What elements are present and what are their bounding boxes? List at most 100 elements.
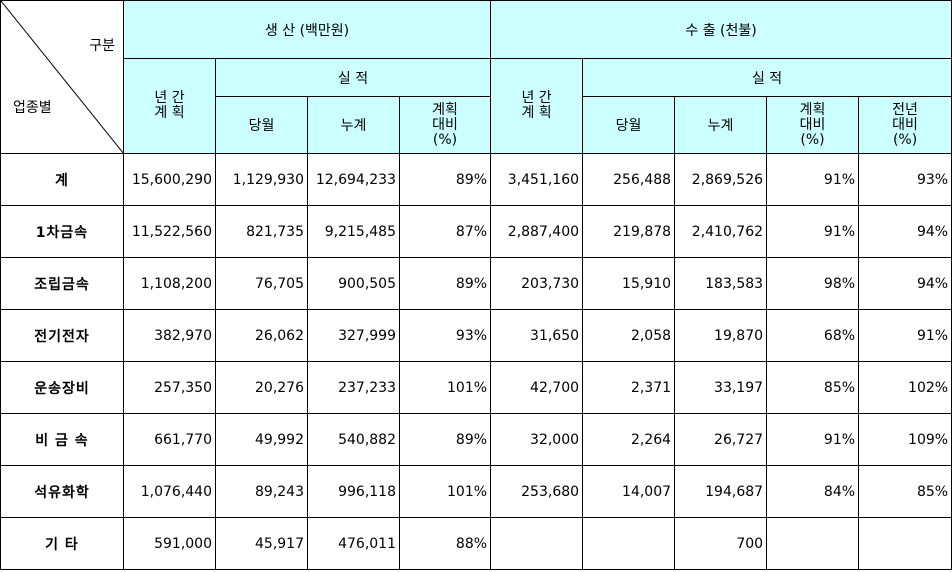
production-this-month-cell: 26,062 bbox=[215, 309, 308, 362]
table-body: 계 15,600,290 1,129,930 12,694,233 89% 3,451,1… bbox=[0, 153, 952, 570]
table-row: 운송장비 257,350 20,276 237,233 101% 42,700 2,371 3… bbox=[0, 361, 952, 414]
production-vs-plan-cell: 101% bbox=[398, 465, 492, 518]
export-cumulative-cell: 2,869,526 bbox=[674, 153, 768, 206]
production-annual-plan-cell: 382,970 bbox=[123, 309, 216, 362]
export-vs-plan-cell: 91% bbox=[766, 153, 860, 206]
row-label: 비 금 속 bbox=[0, 413, 124, 466]
table-row: 계 15,600,290 1,129,930 12,694,233 89% 3,451,1… bbox=[0, 153, 952, 206]
export-this-month-header: 당월 bbox=[582, 96, 676, 154]
export-this-month-cell bbox=[582, 517, 676, 570]
export-vs-last-year-cell: 85% bbox=[858, 465, 952, 518]
production-title: 생 산 (백만원) bbox=[264, 22, 350, 39]
export-vs-last-year-cell bbox=[858, 517, 952, 570]
production-this-month-cell: 76,705 bbox=[215, 257, 308, 310]
export-vs-plan-cell: 84% bbox=[766, 465, 860, 518]
export-annual-plan-cell: 31,650 bbox=[490, 309, 584, 362]
table-row: 기 타 591,000 45,917 476,011 88% 700 bbox=[0, 517, 952, 570]
export-this-month-cell: 2,264 bbox=[582, 413, 676, 466]
export-cumulative-header: 누계 bbox=[674, 96, 768, 154]
production-header: 생 산 (백만원) bbox=[122, 0, 492, 59]
production-this-month-cell: 89,243 bbox=[215, 465, 308, 518]
export-vs-plan-cell: 91% bbox=[766, 205, 860, 258]
export-actual-header: 실 적 bbox=[582, 58, 952, 97]
export-vs-plan-cell: 98% bbox=[766, 257, 860, 310]
row-label: 계 bbox=[0, 153, 124, 206]
export-annual-plan-header: 년 간 계 획 bbox=[490, 58, 584, 154]
export-vs-last-year-cell: 109% bbox=[858, 413, 952, 466]
export-cumulative-cell: 2,410,762 bbox=[674, 205, 768, 258]
export-vs-plan-cell: 85% bbox=[766, 361, 860, 414]
production-annual-plan-cell: 11,522,560 bbox=[123, 205, 216, 258]
corner-header-cell: 구분 업종별 bbox=[0, 0, 124, 154]
export-vs-last-year-cell: 102% bbox=[858, 361, 952, 414]
production-annual-plan-header: 년 간 계 획 bbox=[123, 58, 216, 154]
production-vs-plan-cell: 89% bbox=[398, 257, 492, 310]
export-header: 수 출 (천불) bbox=[490, 0, 952, 59]
production-cumulative-cell: 9,215,485 bbox=[307, 205, 400, 258]
production-vs-plan-header: 계획 대비 (%) bbox=[398, 96, 492, 154]
export-this-month-cell: 15,910 bbox=[582, 257, 676, 310]
production-vs-plan-cell: 89% bbox=[398, 413, 492, 466]
corner-label-category: 구분 bbox=[89, 38, 115, 54]
export-vs-plan-cell: 91% bbox=[766, 413, 860, 466]
production-cumulative-cell: 476,011 bbox=[307, 517, 400, 570]
export-title: 수 출 (천불) bbox=[685, 22, 757, 39]
production-this-month-cell: 49,992 bbox=[215, 413, 308, 466]
export-vs-last-year-cell: 91% bbox=[858, 309, 952, 362]
production-annual-plan-cell: 591,000 bbox=[123, 517, 216, 570]
export-cumulative-cell: 194,687 bbox=[674, 465, 768, 518]
production-this-month-cell: 45,917 bbox=[215, 517, 308, 570]
export-vs-last-year-header: 전년 대비 (%) bbox=[858, 96, 952, 154]
production-this-month-cell: 821,735 bbox=[215, 205, 308, 258]
production-annual-plan-cell: 1,076,440 bbox=[123, 465, 216, 518]
row-label: 1차금속 bbox=[0, 205, 124, 258]
production-vs-plan-cell: 93% bbox=[398, 309, 492, 362]
production-vs-plan-cell: 101% bbox=[398, 361, 492, 414]
production-vs-plan-cell: 87% bbox=[398, 205, 492, 258]
production-actual-header: 실 적 bbox=[214, 58, 492, 97]
row-label: 운송장비 bbox=[0, 361, 124, 414]
export-annual-plan-cell: 253,680 bbox=[490, 465, 584, 518]
export-this-month-cell: 2,371 bbox=[582, 361, 676, 414]
production-vs-plan-cell: 88% bbox=[398, 517, 492, 570]
row-label: 석유화학 bbox=[0, 465, 124, 518]
production-cumulative-cell: 900,505 bbox=[307, 257, 400, 310]
export-vs-plan-header: 계획 대비 (%) bbox=[766, 96, 860, 154]
production-vs-plan-cell: 89% bbox=[398, 153, 492, 206]
production-cumulative-cell: 12,694,233 bbox=[307, 153, 400, 206]
diagonal-divider bbox=[1, 1, 123, 153]
export-annual-plan-cell: 3,451,160 bbox=[490, 153, 584, 206]
table-row: 석유화학 1,076,440 89,243 996,118 101% 253,680 14,… bbox=[0, 465, 952, 518]
export-vs-last-year-cell: 94% bbox=[858, 205, 952, 258]
production-this-month-cell: 20,276 bbox=[215, 361, 308, 414]
production-annual-plan-cell: 1,108,200 bbox=[123, 257, 216, 310]
export-cumulative-cell: 19,870 bbox=[674, 309, 768, 362]
corner-label-industry: 업종별 bbox=[13, 100, 52, 116]
row-label: 전기전자 bbox=[0, 309, 124, 362]
export-this-month-cell: 219,878 bbox=[582, 205, 676, 258]
export-vs-last-year-cell: 93% bbox=[858, 153, 952, 206]
production-cumulative-cell: 996,118 bbox=[307, 465, 400, 518]
table-row: 조립금속 1,108,200 76,705 900,505 89% 203,730 15,9… bbox=[0, 257, 952, 310]
row-label: 조립금속 bbox=[0, 257, 124, 310]
table-row: 비 금 속 661,770 49,992 540,882 89% 32,000 2,264 2… bbox=[0, 413, 952, 466]
export-this-month-cell: 14,007 bbox=[582, 465, 676, 518]
table-row: 1차금속 11,522,560 821,735 9,215,485 87% 2,887,4… bbox=[0, 205, 952, 258]
production-annual-plan-cell: 15,600,290 bbox=[123, 153, 216, 206]
export-cumulative-cell: 26,727 bbox=[674, 413, 768, 466]
export-this-month-cell: 2,058 bbox=[582, 309, 676, 362]
production-this-month-header: 당월 bbox=[215, 96, 308, 154]
export-annual-plan-cell bbox=[490, 517, 584, 570]
production-this-month-cell: 1,129,930 bbox=[215, 153, 308, 206]
production-cumulative-header: 누계 bbox=[307, 96, 400, 154]
export-cumulative-cell: 700 bbox=[674, 517, 768, 570]
export-vs-plan-cell bbox=[766, 517, 860, 570]
production-cumulative-cell: 540,882 bbox=[307, 413, 400, 466]
export-cumulative-cell: 33,197 bbox=[674, 361, 768, 414]
export-vs-plan-cell: 68% bbox=[766, 309, 860, 362]
production-cumulative-cell: 327,999 bbox=[307, 309, 400, 362]
export-vs-last-year-cell: 94% bbox=[858, 257, 952, 310]
production-cumulative-cell: 237,233 bbox=[307, 361, 400, 414]
export-annual-plan-cell: 2,887,400 bbox=[490, 205, 584, 258]
export-annual-plan-cell: 32,000 bbox=[490, 413, 584, 466]
